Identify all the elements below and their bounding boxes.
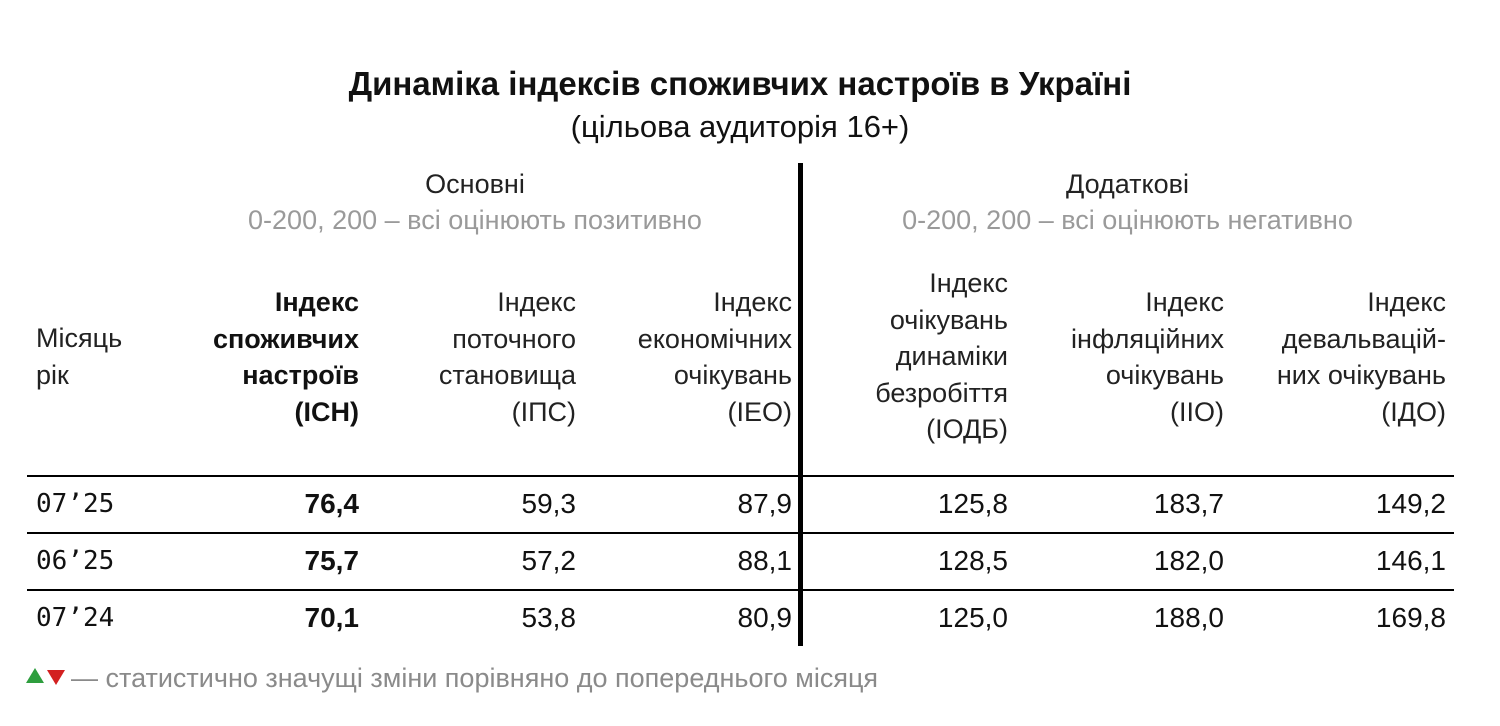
triangle-down-icon [47,670,65,685]
group-main-scale: 0-200, 200 – всі оцінюють позитивно [248,205,702,235]
group-additional-scale: 0-200, 200 – всі оцінюють негативно [902,205,1353,235]
cell-ido: 146,1 [1375,545,1446,576]
group-divider [798,163,803,646]
group-additional-header: Додаткові 0-200, 200 – всі оцінюють нега… [850,166,1405,238]
legend-text: — статистично значущі зміни порівняно до… [71,663,879,693]
col-header-ieo: Індекс економічних очікувань (ІЕО) [637,287,792,427]
cell-ips: 57,2 [521,545,577,576]
group-main-header: Основні 0-200, 200 – всі оцінюють позити… [200,166,750,238]
cell-iio: 188,0 [1153,602,1224,633]
cell-month: 06’25 [36,546,115,576]
triangle-up-icon [26,668,44,683]
legend: — статистично значущі зміни порівняно до… [26,660,878,696]
cell-month: 07’24 [36,603,115,633]
col-header-iio: Індекс інфляційних очікувань (ІІО) [1071,287,1224,427]
group-additional-title: Додаткові [1065,169,1190,199]
col-header-ido: Індекс девальвацій- них очікувань (ІДО) [1276,287,1446,427]
cell-iodb: 125,8 [937,488,1008,519]
row-rule [27,532,1454,534]
cell-ich: 70,1 [304,602,360,633]
cell-ieo: 88,1 [737,545,793,576]
cell-ich: 76,4 [304,488,360,519]
table-title: Динаміка індексів споживчих настроїв в У… [348,65,1132,102]
cell-month: 07’25 [36,489,115,519]
cell-iio: 183,7 [1153,488,1224,519]
cell-ido: 169,8 [1375,602,1446,633]
row-rule [27,589,1454,591]
cell-ich: 75,7 [304,545,360,576]
col-header-iodb: Індекс очікувань динаміки безробіття (ІО… [875,268,1008,444]
cell-ips: 53,8 [521,602,577,633]
cell-ips: 59,3 [521,488,577,519]
cell-ieo: 87,9 [737,488,793,519]
group-main-title: Основні [425,169,525,199]
cell-ieo: 80,9 [737,602,793,633]
header-rule [27,475,1454,477]
col-header-ich: Індекс споживчих настроїв (ІСН) [212,287,359,427]
table-subtitle: (цільова аудиторія 16+) [570,109,910,144]
cell-iodb: 125,0 [937,602,1008,633]
cell-ido: 149,2 [1375,488,1446,519]
cell-iodb: 128,5 [937,545,1008,576]
col-header-ips: Індекс поточного становища (ІПС) [438,287,576,427]
cell-iio: 182,0 [1153,545,1224,576]
col-header-month: Місяць рік [36,323,123,390]
